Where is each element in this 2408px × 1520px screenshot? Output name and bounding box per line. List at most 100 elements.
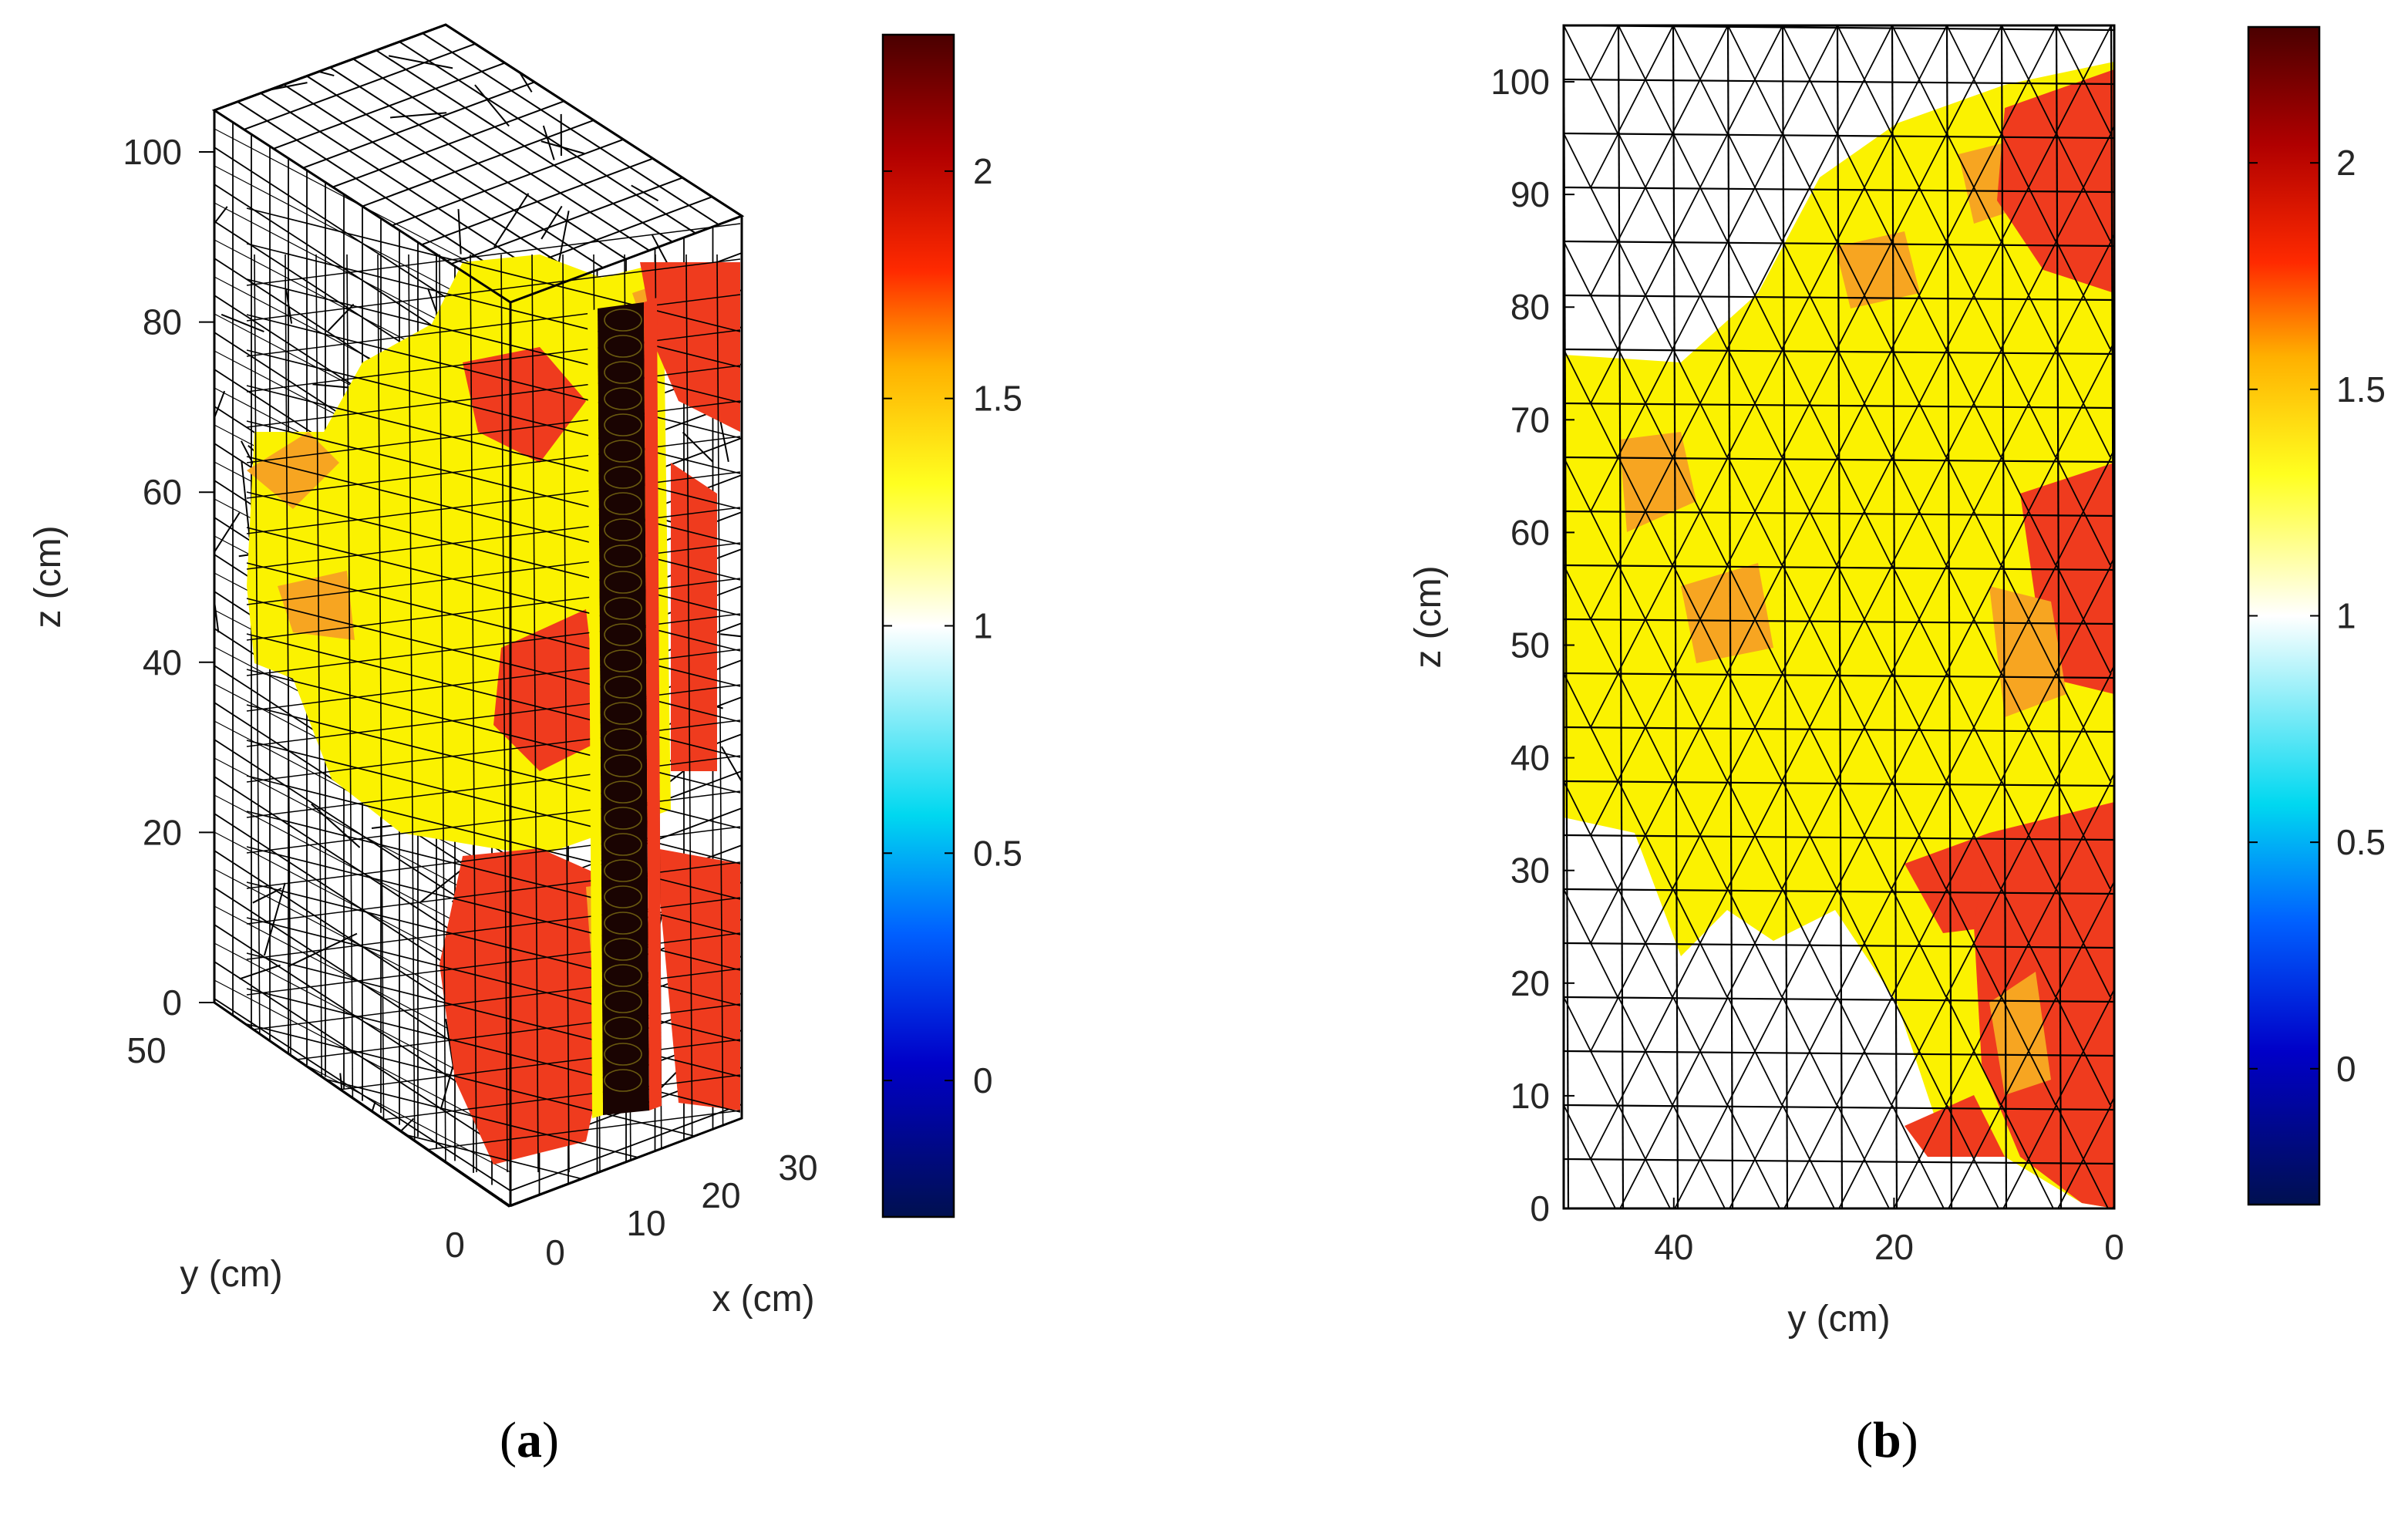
mesh-edge [2028, 403, 2056, 458]
mesh-edge [685, 254, 693, 1173]
mesh-edge [2001, 241, 2029, 296]
mesh-edge [1618, 241, 1646, 296]
mesh-edge [1645, 511, 1673, 566]
mesh-edge [2083, 1104, 2112, 1160]
mesh-edge [1945, 79, 1975, 134]
mesh-edge [239, 964, 281, 980]
mesh-edge [1973, 133, 2002, 188]
mesh-edge [303, 1193, 312, 1206]
mesh-edge [1945, 942, 1975, 998]
mesh-edge [1864, 726, 1892, 782]
mesh-edge [1837, 565, 1865, 620]
mesh-edge [1918, 834, 1947, 890]
mesh-edge [1891, 187, 1920, 242]
mesh-edge [1754, 618, 1783, 674]
orange-region [1989, 586, 2066, 717]
mesh-edge [1618, 1213, 1645, 1267]
mesh-edge [1726, 79, 1756, 134]
mesh-edge [1891, 1104, 1920, 1160]
mesh-edge [2083, 79, 2111, 134]
mesh-edge [1973, 187, 2002, 242]
red-region [440, 848, 617, 1164]
mesh-edge [1564, 349, 1591, 404]
mesh-edge [1617, 511, 1646, 566]
mesh-edge [1672, 511, 1701, 566]
z-tick-label: 10 [1510, 1076, 1550, 1116]
mesh-edge [1645, 1050, 1673, 1106]
mesh-edge [1618, 996, 1646, 1052]
mesh-edge [1891, 942, 1920, 998]
mesh-edge [1674, 1158, 1701, 1208]
mesh-edge [1564, 186, 2114, 194]
mesh-edge [1727, 133, 1756, 188]
mesh-edge [1946, 780, 1975, 836]
panel-b-mesh-wireframe [1564, 25, 2114, 1267]
panel-a-3d-plot: 0 20 40 60 80 100 z (cm) 0 50 y (cm) 0 10 20 30 x (cm) [28, 23, 818, 1319]
mesh-edge [1973, 1158, 2000, 1208]
mesh-edge [1864, 187, 1892, 242]
mesh-edge [1564, 25, 1591, 80]
mesh-edge [1754, 457, 1783, 512]
mesh-edge [2001, 349, 2029, 404]
mesh-edge [1729, 1158, 1756, 1208]
mesh-edge [1836, 1050, 1865, 1106]
mesh-edge [1726, 726, 1756, 782]
mesh-edge [1699, 565, 1729, 620]
mesh-edge [1918, 565, 1948, 620]
mesh-edge [2055, 618, 2084, 674]
mesh-edge [1864, 888, 1893, 944]
mesh-edge [1864, 25, 1893, 80]
mesh-edge [1618, 25, 1646, 80]
mesh-edge [2028, 780, 2057, 836]
mesh-edge [2083, 295, 2111, 350]
mesh-edge [1837, 672, 1865, 728]
mesh-edge [1590, 942, 1618, 998]
mesh-edge [1809, 618, 1837, 674]
mesh-edge [1836, 25, 1844, 1208]
mesh-edge [1618, 457, 1646, 512]
mesh-edge [1590, 187, 1618, 242]
mesh-edge [2055, 403, 2084, 458]
mesh-edge [1918, 672, 1948, 728]
orange-region [1619, 432, 1696, 532]
mesh-edge [1672, 295, 1701, 350]
mesh-edge [1590, 888, 1619, 944]
mesh-edge [1672, 349, 1701, 404]
mesh-edge [1617, 726, 1646, 782]
mesh-edge [1590, 403, 1618, 458]
mesh-edge [1754, 942, 1783, 998]
mesh-edge [1645, 457, 1674, 512]
mesh-edge [1645, 888, 1674, 944]
mesh-edge [1617, 1050, 1646, 1106]
mesh-edge [1891, 403, 1920, 458]
mesh-edge [1699, 295, 1728, 350]
mesh-edge [1645, 834, 1673, 890]
mesh-edge [1946, 1104, 1975, 1160]
mesh-edge [2000, 942, 2029, 998]
mesh-edge [221, 313, 264, 333]
mesh-edge [1564, 1213, 1591, 1267]
colorbar-tick-label: 0.5 [973, 833, 1022, 873]
mesh-edge [2029, 1213, 2056, 1267]
mesh-edge [246, 294, 741, 357]
orange-region [278, 571, 355, 640]
mesh-edge [346, 254, 354, 1173]
mesh-edge [360, 1117, 415, 1171]
mesh-edge [1564, 565, 1591, 620]
mesh-edge [1754, 780, 1783, 836]
mesh-edge [1564, 1050, 2114, 1057]
rod-cell [604, 466, 642, 489]
mesh-edge [1699, 403, 1728, 458]
mesh-edge [1590, 349, 1619, 404]
mesh-edge [1864, 1050, 1892, 1106]
mesh-edge [1591, 1213, 1618, 1267]
mesh-edge [1891, 996, 1920, 1052]
panel-a-axes: 0 20 40 60 80 100 z (cm) 0 50 y (cm) 0 10 20 30 x (cm) [28, 132, 818, 1319]
rod-cell [604, 335, 642, 358]
mesh-edge [1946, 457, 1975, 512]
y-tick-label: 40 [1654, 1227, 1693, 1267]
mesh-edge [1946, 25, 1975, 80]
mesh-edge [541, 205, 563, 240]
mesh-edge [1699, 942, 1728, 998]
mesh-edge [1864, 996, 1893, 1052]
